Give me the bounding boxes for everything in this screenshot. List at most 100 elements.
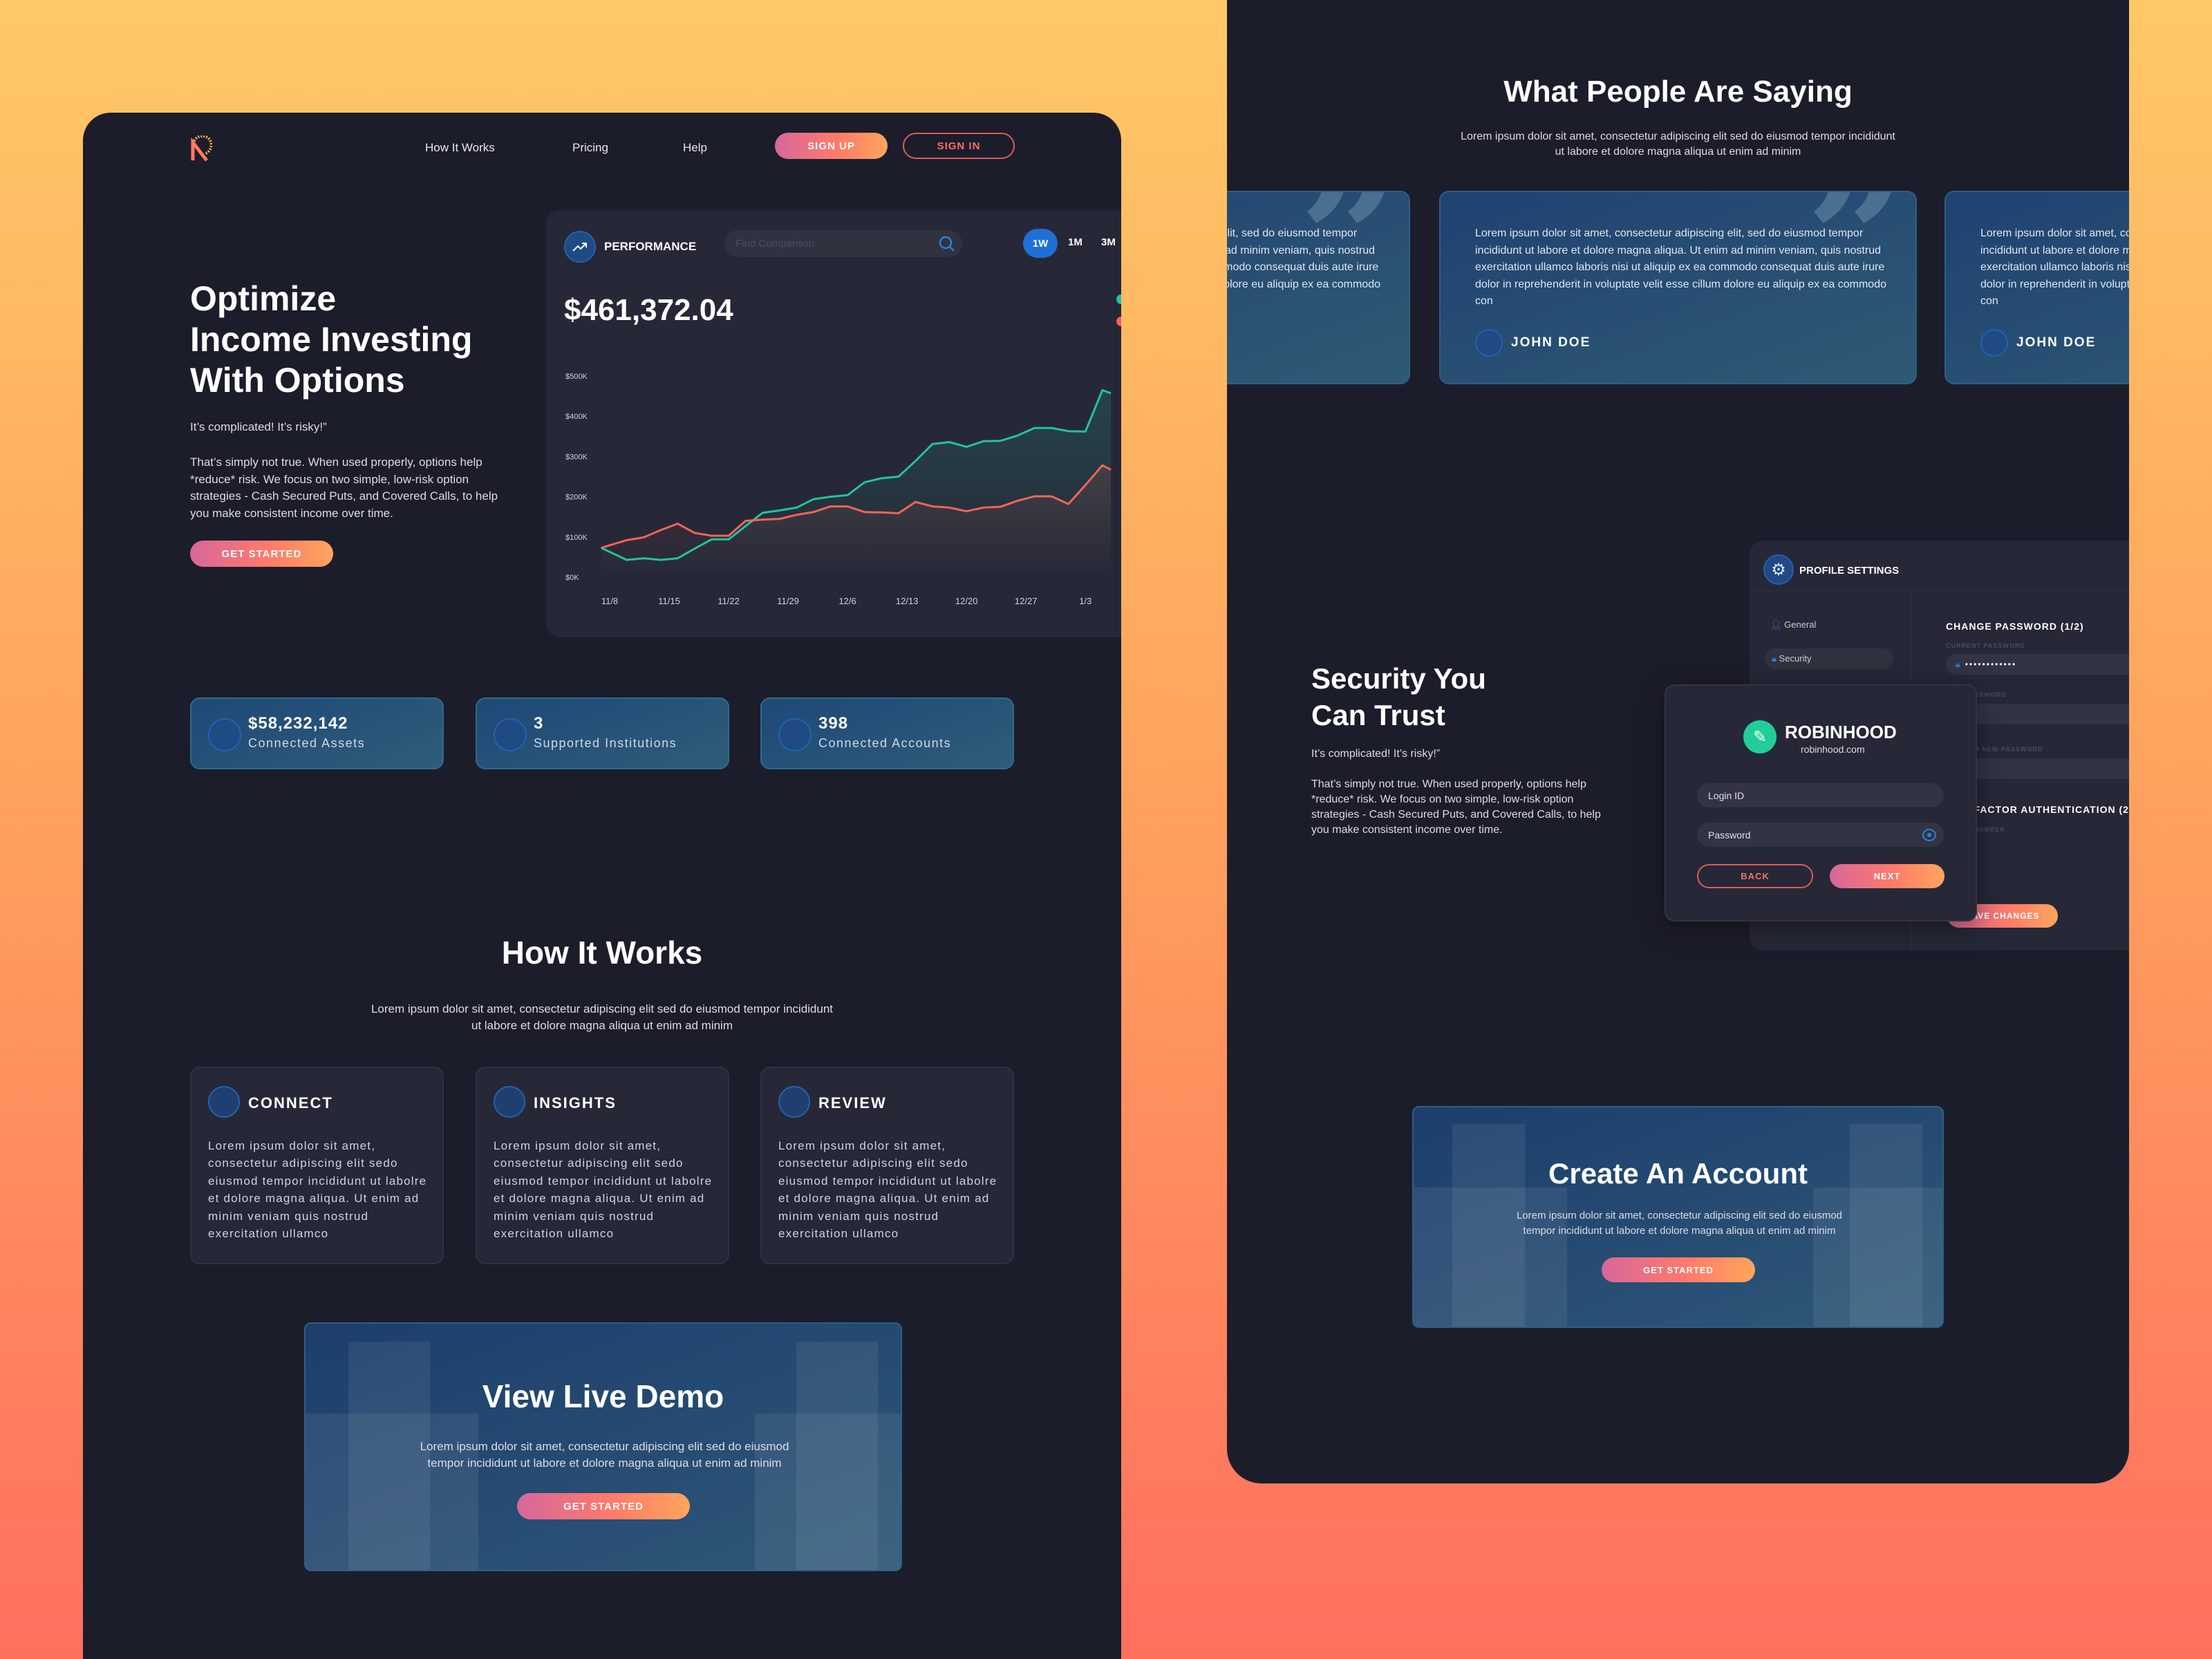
landing-page-panel: How It Works Pricing Help SIGN UP SIGN I… (83, 113, 1121, 1659)
subtitle-line: tempor incididunt ut labore et dolore ma… (1523, 1225, 1836, 1237)
subtitle-line: tempor incididunt ut labore et dolore ma… (427, 1456, 782, 1470)
login-id-input[interactable]: Login ID (1697, 783, 1944, 807)
sign-up-button[interactable]: SIGN UP (775, 133, 888, 159)
subtitle-line: ut labore et dolore magna aliqua ut enim… (1555, 146, 1801, 158)
security-title: Security You Can Trust (1311, 660, 1486, 733)
menu-security[interactable]: 🔒︎ Security (1765, 648, 1893, 669)
range-1w-tab[interactable]: 1W (1023, 229, 1058, 258)
stat-icon (208, 718, 241, 751)
step-icon (494, 1086, 525, 1118)
hero-title-line: Income Investing (190, 320, 473, 359)
x-tick-label: 11/29 (777, 596, 799, 606)
series-marker-dot (1116, 317, 1121, 326)
stat-icon (494, 718, 527, 751)
create-account-banner: Create An Account Lorem ipsum dolor sit … (1412, 1106, 1944, 1328)
x-tick-label: 1/3 (1079, 596, 1091, 606)
x-tick-label: 11/15 (658, 596, 680, 606)
sign-in-button[interactable]: SIGN IN (903, 133, 1015, 159)
logo-icon (191, 135, 212, 162)
how-it-works-title: How It Works (501, 935, 703, 971)
nav-pricing[interactable]: Pricing (572, 141, 608, 154)
card-title: CONNECT (248, 1094, 333, 1112)
current-password-field[interactable]: 🔒︎ •••••••••••• (1946, 654, 2129, 675)
series-line (601, 388, 1112, 561)
testimonial-name: JOHN DOE (2016, 335, 2097, 350)
stat-card-institutions: 3 Supported Institutions (476, 697, 729, 769)
live-demo-title: View Live Demo (482, 1378, 724, 1414)
work-card-connect: CONNECT Lorem ipsum dolor sit amet, conse… (190, 1067, 444, 1264)
subtitle-line: ut labore et dolore magna aliqua ut enim… (471, 1019, 733, 1032)
y-tick-label: $100K (565, 534, 588, 542)
nav-help[interactable]: Help (683, 141, 707, 154)
login-id-placeholder: Login ID (1708, 789, 1745, 801)
testimonials-title: What People Are Saying (1503, 75, 1853, 109)
current-password-label: CURRENT PASSWORD (1946, 642, 2025, 649)
hero-get-started-button[interactable]: GET STARTED (190, 541, 333, 567)
stat-value: 398 (818, 714, 849, 733)
x-tick-label: 12/20 (955, 596, 978, 606)
robinhood-feather-icon: ✎ (1743, 720, 1777, 753)
testimonial-text: Lorem ipsum dolor sit amet, consectetur … (1227, 227, 1380, 290)
password-placeholder: Password (1708, 829, 1751, 841)
card-body: Lorem ipsum dolor sit amet, consectetur … (778, 1139, 997, 1241)
decor-bar (1813, 1188, 1942, 1327)
stat-label: Supported Institutions (534, 736, 677, 750)
trend-up-icon (564, 231, 596, 263)
demo-get-started-button[interactable]: GET STARTED (517, 1493, 690, 1519)
stat-label: Connected Accounts (818, 736, 952, 750)
decor-bar (1850, 1124, 1922, 1327)
find-comparison-input[interactable]: Find Comparison (724, 230, 962, 257)
x-tick-label: 12/6 (838, 596, 856, 606)
series-area (601, 465, 1112, 577)
lock-icon: 🔒︎ (1956, 659, 1962, 669)
stat-value: $58,232,142 (248, 714, 348, 733)
decor-bar (755, 1414, 901, 1570)
menu-general[interactable]: 👤︎ General (1770, 619, 1816, 630)
range-3m-tab[interactable]: 3M (1101, 236, 1116, 248)
decor-bar (1414, 1188, 1567, 1327)
hero-title-line: With Options (190, 361, 405, 400)
nav-how-it-works[interactable]: How It Works (425, 141, 495, 154)
live-demo-banner: View Live Demo Lorem ipsum dolor sit ame… (304, 1322, 902, 1571)
hero-tagline: It’s complicated! It’s risky!” (190, 420, 327, 433)
series-marker-dot (1116, 294, 1121, 304)
search-icon[interactable] (939, 236, 955, 252)
hero-title-line: Optimize (190, 279, 337, 318)
subtitle-line: Lorem ipsum dolor sit amet, consectetur … (1461, 131, 1895, 142)
decor-bar (1452, 1124, 1525, 1327)
testimonial-card: ”Lorem ipsum dolor sit amet, consectetur… (1227, 191, 1410, 384)
security-title-line: Security You (1311, 662, 1486, 695)
create-account-subtitle: Lorem ipsum dolor sit amet, consectetur … (1414, 1208, 1942, 1239)
eye-icon[interactable] (1922, 828, 1937, 842)
range-1m-tab[interactable]: 1M (1068, 236, 1082, 248)
next-button[interactable]: NEXT (1830, 864, 1944, 888)
testimonial-card: ”Lorem ipsum dolor sit amet, consectetur… (1944, 191, 2129, 384)
x-tick-label: 12/13 (896, 596, 919, 606)
series-line (601, 464, 1112, 549)
menu-label: Security (1779, 653, 1812, 664)
y-tick-label: $400K (565, 413, 588, 421)
card-body: Lorem ipsum dolor sit amet, consectetur … (208, 1139, 427, 1241)
testimonial-text: Lorem ipsum dolor sit amet, consectetur … (1475, 227, 1886, 307)
x-tick-label: 12/27 (1015, 596, 1038, 606)
y-tick-label: $500K (565, 373, 588, 381)
password-input[interactable]: Password (1697, 823, 1944, 847)
card-title: INSIGHTS (534, 1094, 617, 1112)
performance-title: PERFORMANCE (604, 240, 697, 253)
work-card-review: REVIEW Lorem ipsum dolor sit amet, consec… (760, 1067, 1014, 1264)
live-demo-subtitle: Lorem ipsum dolor sit amet, consectetur … (306, 1438, 901, 1472)
subtitle-line: Lorem ipsum dolor sit amet, consectetur … (1516, 1210, 1843, 1221)
robinhood-login-card: ✎ ROBINHOOD robinhood.com Login ID Passw… (1665, 684, 1977, 921)
account-get-started-button[interactable]: GET STARTED (1602, 1257, 1755, 1282)
decor-bar (796, 1342, 878, 1570)
testimonial-card: ”Lorem ipsum dolor sit amet, consectetur… (1439, 191, 1917, 384)
gear-icon: ⚙ (1763, 554, 1794, 585)
confirm-password-label: CONFIRM NEW PASSWORD (1946, 746, 2043, 753)
two-factor-heading: TWO FACTOR AUTHENTICATION (2/2) (1946, 804, 2129, 815)
testimonials-subtitle: Lorem ipsum dolor sit amet, consectetur … (1227, 129, 2129, 160)
performance-card: PERFORMANCE Find Comparison 1W 1M 3M $46… (546, 210, 1121, 637)
profile-settings-title: PROFILE SETTINGS (1799, 565, 1900, 577)
y-tick-label: $0K (565, 574, 579, 582)
robinhood-brand: ROBINHOOD (1785, 722, 1897, 742)
back-button[interactable]: BACK (1697, 864, 1813, 888)
